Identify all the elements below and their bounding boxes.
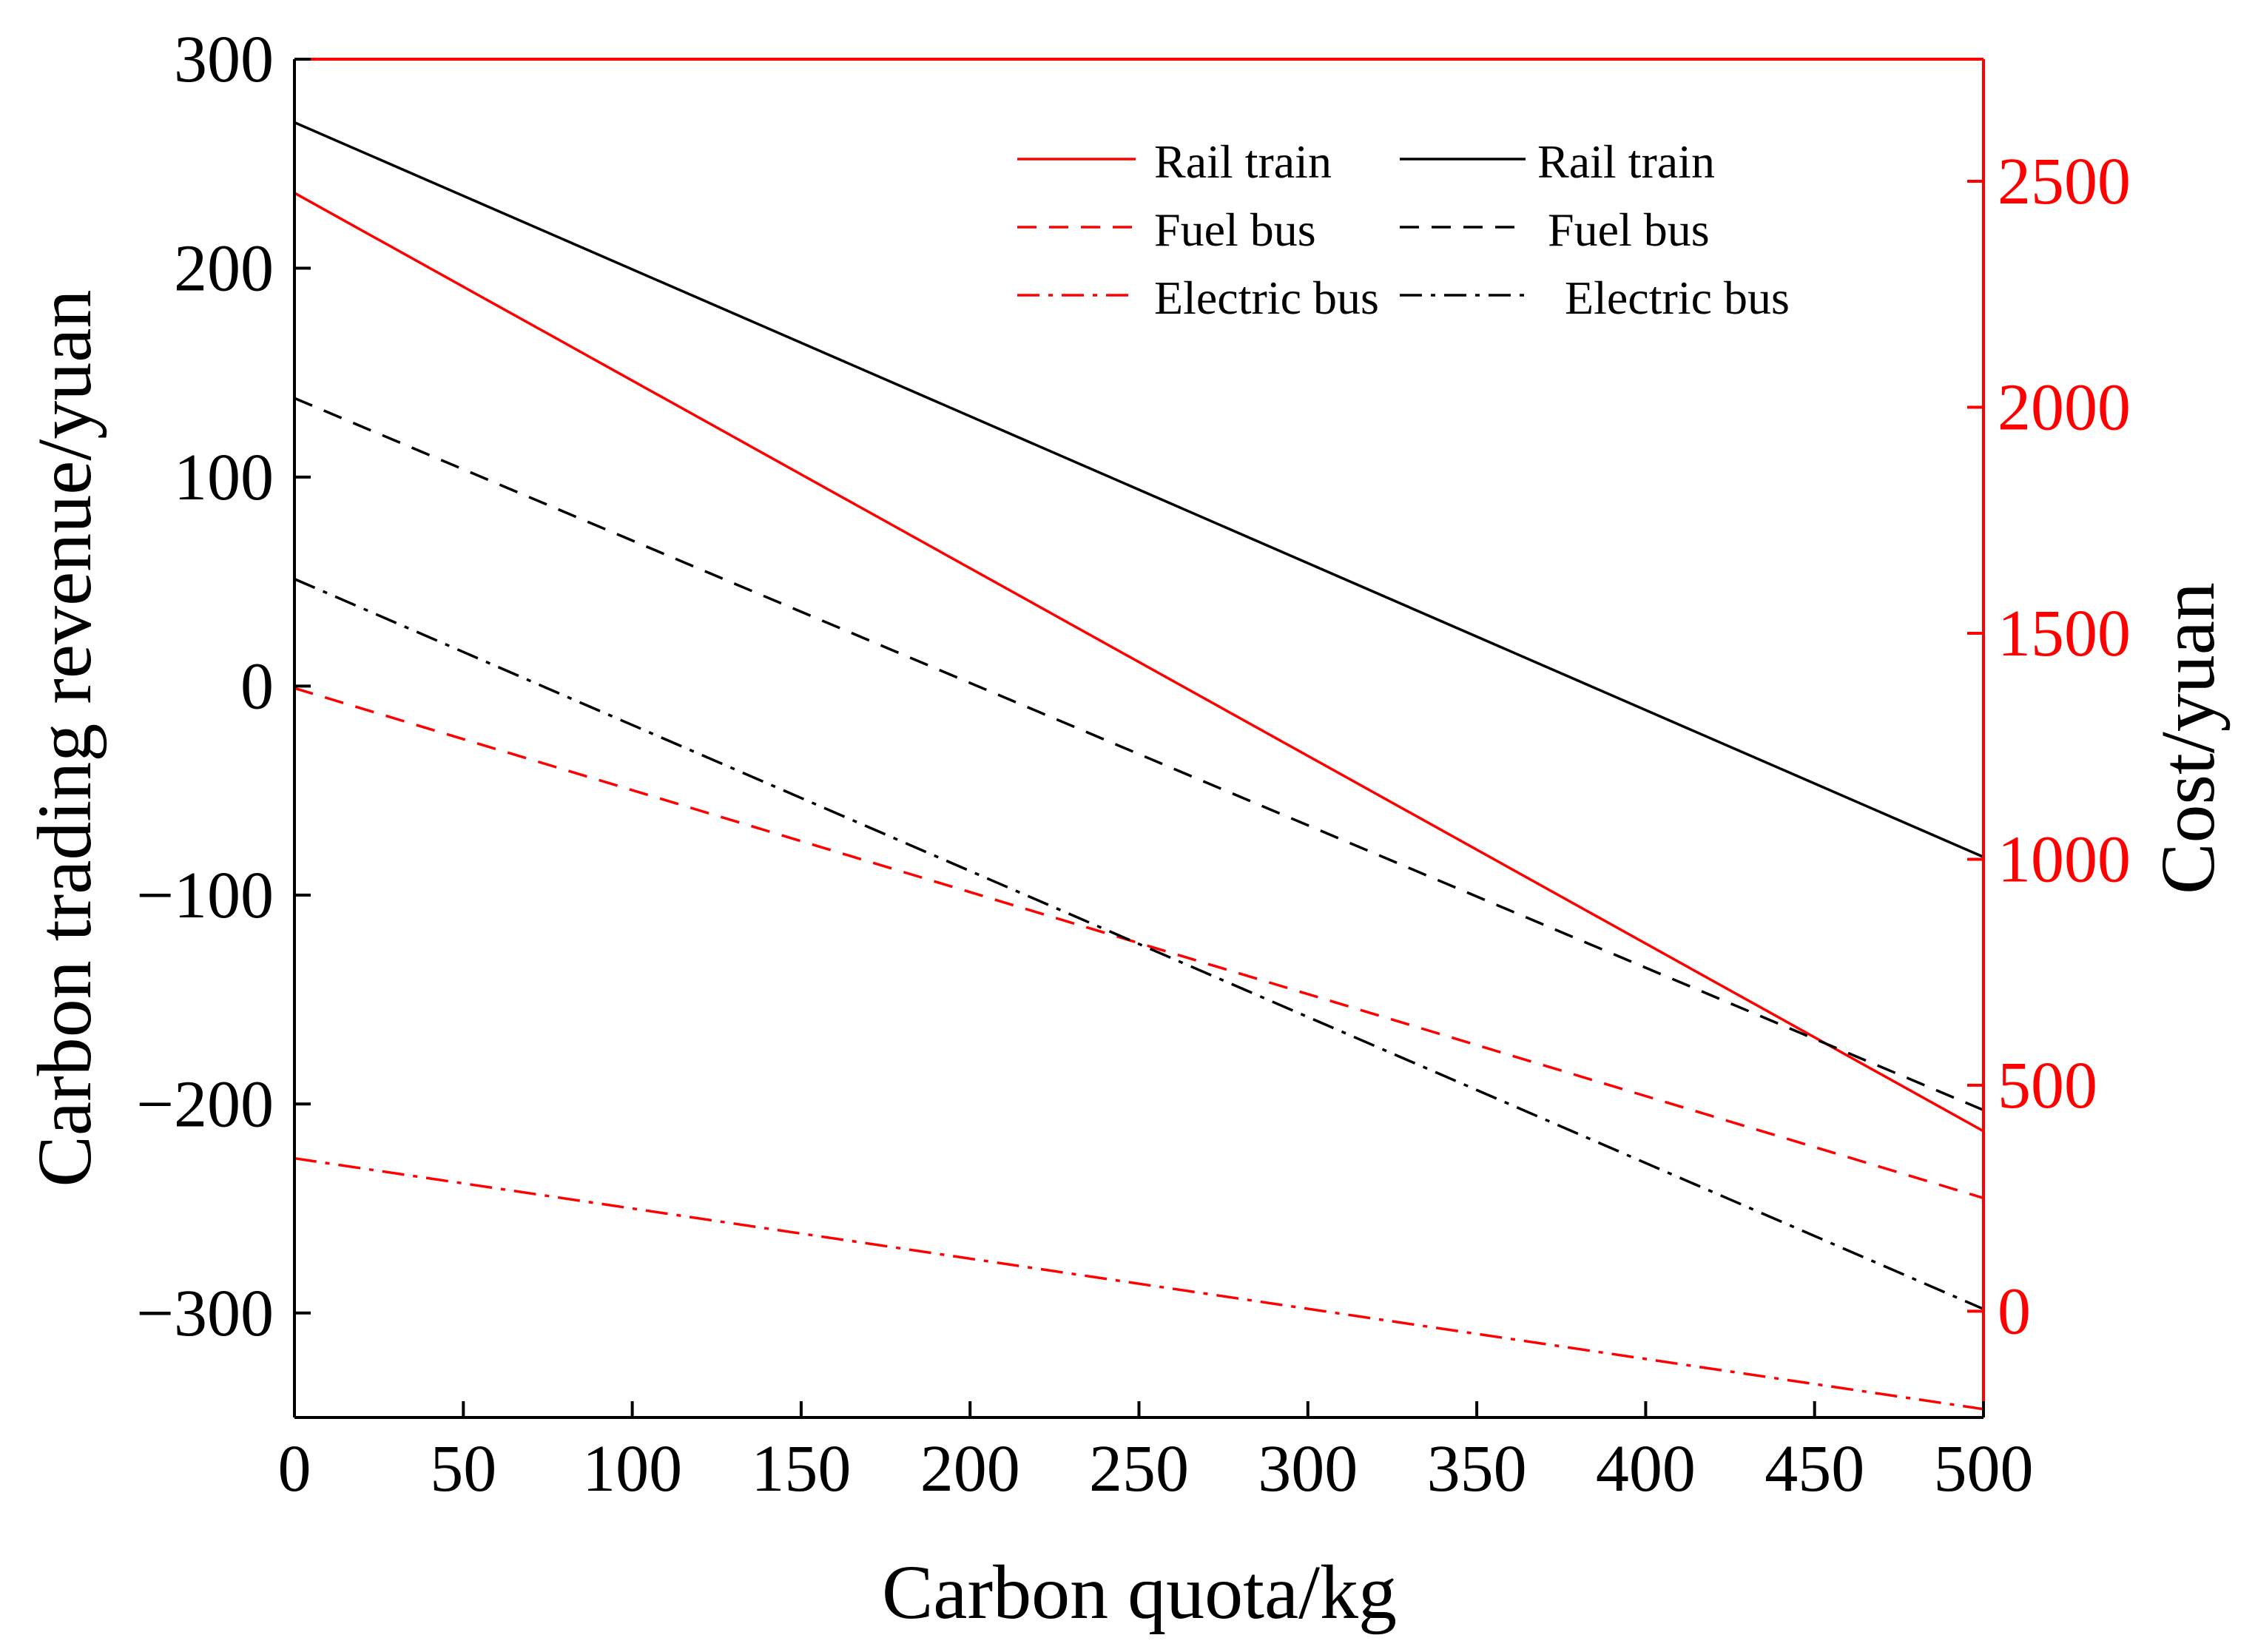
- series-line-left-1: [294, 687, 1984, 1200]
- x-tick-label: 500: [1934, 1432, 2034, 1506]
- legend-label: Fuel bus: [1548, 203, 1710, 256]
- legend-label: Electric bus: [1565, 272, 1790, 324]
- x-axis-title: Carbon quota/kg: [882, 1550, 1397, 1635]
- legend-label: Fuel bus: [1154, 203, 1316, 256]
- y-left-tick-label: −100: [136, 859, 274, 932]
- plot-area: [294, 59, 1983, 1417]
- y-left-tick-label: 300: [174, 23, 274, 96]
- series-line-right-4: [294, 397, 1984, 1112]
- legend-label: Rail train: [1154, 135, 1332, 188]
- y-left-tick-label: 200: [174, 232, 274, 305]
- x-tick-label: 300: [1258, 1432, 1358, 1506]
- y-left-tick-label: 0: [240, 650, 274, 723]
- y-right-tick-label: 1000: [1998, 823, 2131, 896]
- y-right-tick-label: 0: [1998, 1275, 2031, 1348]
- series-line-right-5: [294, 577, 1984, 1311]
- x-tick-label: 350: [1427, 1432, 1527, 1506]
- legend: Rail train Fuel bus Electric bus Rail train…: [1017, 135, 1790, 324]
- x-tick-label: 200: [920, 1432, 1020, 1506]
- series-line-left-2: [294, 1156, 1984, 1411]
- series-line-left-0: [294, 192, 1984, 1133]
- x-tick-label: 100: [582, 1432, 682, 1506]
- x-tick-label: 250: [1089, 1432, 1189, 1506]
- y-left-tick-label: −200: [136, 1068, 274, 1141]
- x-tick-label: 50: [430, 1432, 496, 1506]
- ticks-layer: 0 50 100 150 200 250 300 350 400 450 5003002001000…: [136, 23, 2131, 1506]
- y-axis-title-right: Cost/yuan: [2146, 582, 2231, 894]
- y-right-tick-label: 1500: [1998, 597, 2131, 670]
- y-right-tick-label: 2500: [1998, 145, 2131, 218]
- y-left-tick-label: −300: [136, 1277, 274, 1350]
- legend-label: Electric bus: [1154, 272, 1379, 324]
- series-layer: [294, 121, 1984, 1411]
- x-tick-label: 450: [1764, 1432, 1864, 1506]
- y-left-tick-label: 100: [174, 441, 274, 514]
- legend-label: Rail train: [1537, 135, 1715, 188]
- x-tick-label: 0: [278, 1432, 311, 1506]
- y-right-tick-label: 2000: [1998, 371, 2131, 444]
- x-tick-label: 150: [751, 1432, 851, 1506]
- y-right-tick-label: 500: [1998, 1049, 2097, 1122]
- series-line-right-3: [294, 121, 1984, 859]
- y-axis-title-left: Carbon trading revenue/yuan: [22, 290, 107, 1187]
- x-tick-label: 400: [1596, 1432, 1696, 1506]
